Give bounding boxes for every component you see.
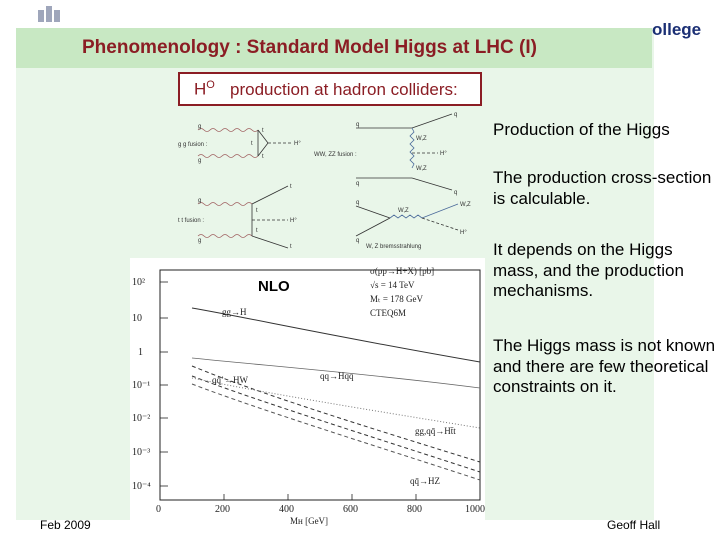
slide-title: Phenomenology : Standard Model Higgs at … [82, 37, 537, 58]
x-tick-label: 1000 [465, 504, 485, 515]
brems-h: H° [460, 230, 467, 236]
ww-v2: W,Z [416, 166, 427, 172]
brems-label: W, Z bremsstrahlung [366, 244, 421, 250]
x-tick-label: 0 [156, 504, 161, 515]
plot-info-line: √s = 14 TeV [370, 280, 415, 290]
plot-info-line: CTEQ6M [370, 308, 406, 318]
y-tick-label: 10 [132, 313, 142, 324]
tt-h: H° [290, 218, 297, 224]
brems-q1: q [356, 200, 359, 206]
curve-ggH [191, 307, 481, 363]
bullet-item: Production of the Higgs [493, 120, 670, 139]
title-bar [16, 28, 652, 68]
tt-t4: t [290, 244, 292, 250]
y-tick-label: 10⁻³ [132, 447, 150, 458]
plot-info-line: σ(pp→H+X) [pb] [370, 266, 434, 276]
curve-HW [191, 365, 481, 463]
x-tick-label: 200 [215, 504, 230, 515]
ww-q4: q [454, 190, 457, 196]
y-tick-label: 10⁻¹ [132, 380, 150, 391]
tt-t3: t [256, 228, 258, 234]
subtitle-text: production at hadron colliders: [230, 80, 458, 99]
brems-diagram [355, 203, 459, 237]
nlo-label: NLO [258, 278, 290, 295]
tt-t1: t [290, 184, 292, 190]
tt-g2: g [198, 238, 201, 244]
ww-label: WW, ZZ fusion : [314, 152, 357, 158]
curve-Htt [191, 377, 481, 429]
plot-frame [159, 269, 481, 501]
y-tick-label: 1 [138, 347, 143, 358]
ww-q3: q [356, 181, 359, 187]
gg-h: H° [294, 141, 301, 147]
higgs-symbol: HO [194, 79, 215, 99]
curve-label-HW: qq̄’→HW [212, 375, 248, 385]
plot-info-line: Mₜ = 178 GeV [370, 294, 423, 304]
bullet-item: The production cross-section is calculab… [493, 168, 712, 208]
bullet-item: It depends on the Higgs mass, and the pr… [493, 240, 684, 300]
tt-t2: t [256, 208, 258, 214]
curve-label-HZ: qq̄→HZ [410, 476, 440, 486]
tt-label: t t fusion : [178, 218, 204, 224]
curve-label-Hqq: qq→Hqq [320, 371, 354, 381]
gg-label: g g fusion : [178, 142, 208, 148]
college-logo: ollege [652, 20, 702, 39]
x-tick-label: 400 [279, 504, 294, 515]
curve-HW-2 [191, 383, 481, 481]
curve-HZ [191, 375, 481, 473]
ww-q2: q [454, 112, 457, 118]
tt-g1: g [198, 198, 201, 204]
ww-q1: q [356, 122, 359, 128]
brems-q2: q [356, 238, 359, 244]
subtitle-box: HO production at hadron colliders: [178, 72, 482, 106]
feynman-diagrams: g g fusion : g g t t t H° WW, ZZ fusion … [178, 112, 471, 250]
tt-fusion-diagram [197, 185, 289, 249]
x-tick-label: 800 [407, 504, 422, 515]
gg-fusion-diagram [197, 128, 292, 158]
y-tick-label: 10⁻² [132, 413, 150, 424]
curve-Hqq [191, 357, 481, 389]
y-tick-label: 10² [132, 277, 145, 288]
gg-g1: g [198, 124, 201, 130]
brems-v1: W,Z [398, 208, 409, 214]
logo-mark [38, 6, 60, 22]
plot-curves [191, 307, 481, 481]
ww-fusion-diagram [356, 113, 453, 191]
curve-label-ggH: gg→H [222, 307, 247, 317]
y-tick-marks [160, 281, 168, 487]
curve-label-Htt: gg,qq̄→Ht̄t [415, 426, 456, 436]
ww-v1: W,Z [416, 136, 427, 142]
bullet-item: The Higgs mass is not known and there ar… [493, 336, 716, 396]
ww-h: H° [440, 151, 447, 157]
x-tick-label: 600 [343, 504, 358, 515]
brems-v2: W,Z [460, 202, 471, 208]
cross-section-plot: 10² 10 1 10⁻¹ 10⁻² 10⁻³ 10⁻⁴ 0 200 400 6… [130, 258, 485, 528]
y-tick-label: 10⁻⁴ [132, 481, 151, 492]
footer-author: Geoff Hall [607, 518, 661, 532]
gg-t3: t [262, 154, 264, 160]
gg-t2: t [251, 141, 253, 147]
x-tick-marks [159, 494, 481, 500]
x-axis-label: Mʜ [GeV] [290, 516, 328, 526]
gg-g2: g [198, 158, 201, 164]
gg-t1: t [262, 128, 264, 134]
footer-date: Feb 2009 [40, 518, 91, 532]
